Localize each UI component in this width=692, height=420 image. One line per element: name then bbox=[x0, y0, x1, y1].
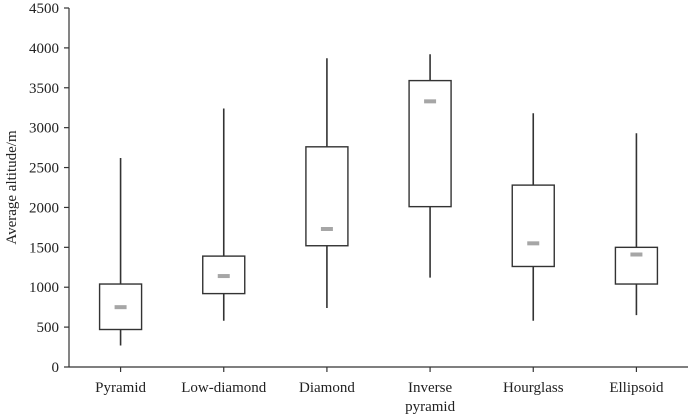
y-axis-ticks: 0 500 1000 1500 2000 2500 3000 3500 4000 4500 bbox=[29, 1, 69, 376]
x-tick-label-line: Pyramid bbox=[95, 380, 146, 396]
box-group bbox=[305, 58, 349, 308]
y-tick-label: 2000 bbox=[29, 200, 59, 216]
box-series bbox=[98, 54, 659, 346]
x-tick-label: Pyramid bbox=[95, 380, 146, 396]
x-tick-label-line: Low-diamond bbox=[181, 380, 266, 396]
x-tick-label-line: Inverse bbox=[408, 380, 452, 396]
x-tick-label-line: Diamond bbox=[299, 380, 355, 396]
x-tick-label: Hourglass bbox=[503, 380, 564, 396]
y-tick-label: 3500 bbox=[29, 81, 59, 97]
x-axis-labels: Pyramid Low-diamond Diamond Inverse pyramid H… bbox=[95, 367, 664, 415]
y-tick-label: 1000 bbox=[29, 280, 59, 296]
iqr-box bbox=[511, 184, 555, 268]
x-tick-label-line: pyramid bbox=[405, 399, 455, 415]
y-tick-label: 4500 bbox=[29, 1, 59, 17]
x-tick-label: Diamond bbox=[299, 380, 355, 396]
box-group bbox=[511, 113, 555, 321]
y-tick-label: 0 bbox=[52, 360, 60, 376]
x-tick-label-line: Ellipsoid bbox=[609, 380, 664, 396]
x-tick-label-line: Hourglass bbox=[503, 380, 564, 396]
y-axis-title: Average altitude/m bbox=[4, 130, 20, 245]
box-group bbox=[408, 54, 452, 278]
box-group bbox=[202, 108, 246, 321]
y-tick-label: 3000 bbox=[29, 121, 59, 137]
y-tick-label: 500 bbox=[37, 320, 60, 336]
y-tick-label: 4000 bbox=[29, 41, 59, 57]
box-group bbox=[614, 133, 659, 316]
y-tick-label: 1500 bbox=[29, 240, 59, 256]
x-tick-label: Ellipsoid bbox=[609, 380, 664, 396]
y-tick-label: 2500 bbox=[29, 161, 59, 177]
x-tick-label: Low-diamond bbox=[181, 380, 266, 396]
x-tick-label: Inverse pyramid bbox=[405, 380, 455, 415]
box-group bbox=[98, 157, 143, 346]
